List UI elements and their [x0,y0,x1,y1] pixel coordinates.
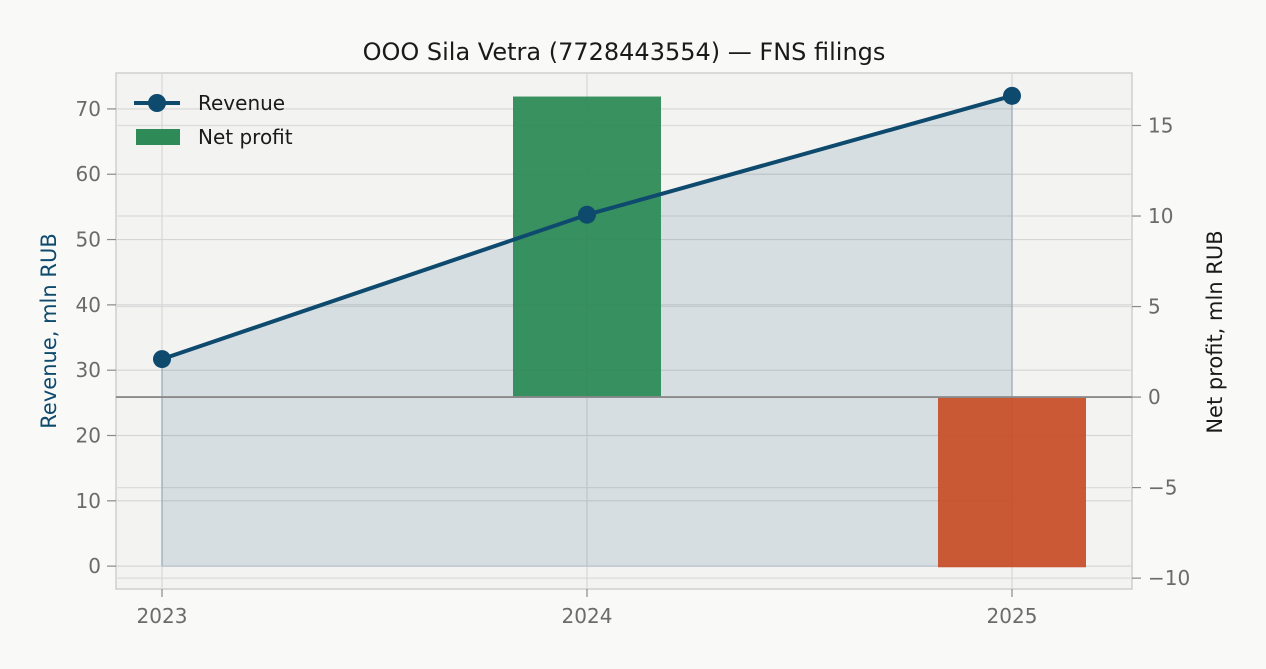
legend: Revenue Net profit [134,91,293,149]
revenue-points [153,86,1021,369]
tick-label-right: 10 [1148,204,1173,228]
tick-label-left: 70 [76,97,101,121]
x-axis-ticks: 2023 2024 2025 [137,589,1038,628]
tick-label-left: 40 [76,293,101,317]
tick-label-x: 2023 [137,604,188,628]
tick-label-left: 60 [76,162,101,186]
legend-revenue-marker [148,94,166,112]
tick-label-left: 0 [88,554,101,578]
tick-label-left: 20 [76,424,101,448]
legend-revenue-label: Revenue [198,91,285,115]
net-profit-bars [513,96,1086,568]
left-axis-label: Revenue, mln RUB [37,233,61,428]
legend-net-profit-swatch [136,129,180,145]
tick-label-right: 0 [1148,385,1161,409]
revenue-point [1003,86,1021,105]
legend-net-profit-label: Net profit [198,125,293,149]
right-axis-ticks: −10 −5 0 5 10 15 [1132,114,1190,590]
tick-label-left: 30 [76,358,101,382]
net-profit-bar [938,397,1086,568]
tick-label-left: 50 [76,228,101,252]
revenue-point [578,205,596,224]
chart-title: OOO Sila Vetra (7728443554) — FNS filing… [363,38,886,66]
net-profit-bar [513,96,661,398]
right-axis-label: Net profit, mln RUB [1203,230,1227,433]
tick-label-right: −10 [1148,566,1190,590]
tick-label-left: 10 [76,489,101,513]
revenue-point [153,350,171,369]
tick-label-right: 5 [1148,295,1161,319]
left-axis-ticks: 0 10 20 30 40 50 60 70 [76,97,116,578]
tick-label-right: 15 [1148,114,1173,138]
tick-label-x: 2024 [562,604,613,628]
tick-label-right: −5 [1148,476,1177,500]
tick-label-x: 2025 [987,604,1038,628]
